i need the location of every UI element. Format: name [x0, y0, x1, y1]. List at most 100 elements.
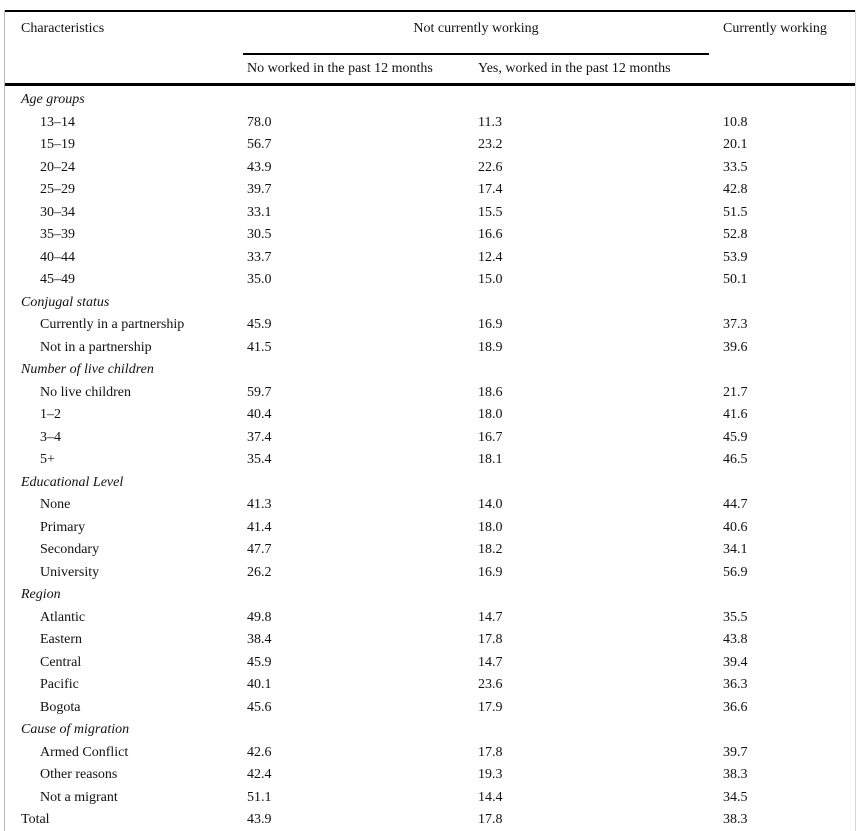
- data-row: 13–14 78.0 11.3 10.8: [5, 112, 855, 135]
- cell-value: 18.9: [478, 339, 503, 355]
- cell-value: 34.5: [723, 789, 748, 805]
- cell-value: 16.9: [478, 564, 503, 580]
- row-label: 1–2: [40, 407, 61, 423]
- cell-value: 14.7: [478, 609, 503, 625]
- cell-value: 56.9: [723, 564, 748, 580]
- section-header-row: Cause of migration: [5, 719, 855, 742]
- row-label: Atlantic: [40, 609, 86, 625]
- cell-value: 33.7: [247, 249, 272, 265]
- cell-value: 38.3: [723, 767, 748, 783]
- cell-value: 39.6: [723, 339, 748, 355]
- cell-value: 43.8: [723, 632, 748, 648]
- row-label: None: [40, 497, 71, 513]
- cell-value: 14.4: [478, 789, 503, 805]
- cell-value: [243, 359, 474, 382]
- cell-value: 30.5: [247, 227, 272, 243]
- cell-value: 46.5: [723, 452, 748, 468]
- data-row: 1–2 40.4 18.0 41.6: [5, 404, 855, 427]
- data-row: Eastern 38.4 17.8 43.8: [5, 629, 855, 652]
- header-not-currently-working: Not currently working: [243, 11, 710, 55]
- data-row: 40–44 33.7 12.4 53.9: [5, 247, 855, 270]
- cell-value: 35.0: [247, 272, 272, 288]
- header-row-2: No worked in the past 12 months Yes, wor…: [5, 54, 855, 86]
- cell-value: 18.0: [478, 519, 503, 535]
- total-row: Total 43.9 17.8 38.3: [5, 809, 855, 831]
- cell-value: 22.6: [478, 159, 503, 175]
- cell-value: 45.9: [247, 317, 272, 333]
- cell-value: 56.7: [247, 137, 272, 153]
- cell-value: 23.2: [478, 137, 503, 153]
- cell-value: 37.4: [247, 429, 272, 445]
- cell-value: [243, 719, 474, 742]
- cell-value: 38.3: [723, 812, 748, 828]
- cell-value: 17.8: [478, 812, 503, 828]
- cell-value: 11.3: [478, 114, 502, 130]
- cell-value: 18.6: [478, 384, 503, 400]
- data-row: 25–29 39.7 17.4 42.8: [5, 179, 855, 202]
- table-header: Characteristics Not currently working Cu…: [5, 11, 856, 86]
- cell-value: 41.3: [247, 497, 272, 513]
- row-label: Primary: [40, 519, 86, 535]
- cell-value: 42.4: [247, 767, 272, 783]
- cell-value: 26.2: [247, 564, 272, 580]
- data-row: Central 45.9 14.7 39.4: [5, 652, 855, 675]
- cell-value: [474, 85, 709, 112]
- row-label: Other reasons: [40, 767, 118, 783]
- cell-value: [474, 719, 709, 742]
- row-label: 20–24: [40, 159, 75, 175]
- cell-value: 38.4: [247, 632, 272, 648]
- cell-value: 52.8: [723, 227, 748, 243]
- cell-value: [709, 584, 855, 607]
- header-yes-worked-past-12-months: Yes, worked in the past 12 months: [474, 54, 710, 86]
- cell-value: 14.7: [478, 654, 503, 670]
- row-label: Educational Level: [21, 474, 124, 490]
- cell-value: 50.1: [723, 272, 748, 288]
- cell-value: 17.9: [478, 699, 503, 715]
- row-label: 15–19: [40, 137, 75, 153]
- header-row-1: Characteristics Not currently working Cu…: [5, 11, 856, 86]
- section-header-row: Conjugal status: [5, 292, 855, 315]
- cell-value: [709, 359, 855, 382]
- cell-value: 12.4: [478, 249, 503, 265]
- data-row: 45–49 35.0 15.0 50.1: [5, 269, 855, 292]
- row-label: Cause of migration: [21, 722, 130, 738]
- cell-value: 51.5: [723, 204, 748, 220]
- cell-value: 41.4: [247, 519, 272, 535]
- cell-value: 37.3: [723, 317, 748, 333]
- cell-value: 41.5: [247, 339, 272, 355]
- cell-value: 17.8: [478, 744, 503, 760]
- cell-value: [474, 584, 709, 607]
- data-row: 20–24 43.9 22.6 33.5: [5, 157, 855, 180]
- row-label: 45–49: [40, 272, 75, 288]
- data-row: Not in a partnership 41.5 18.9 39.6: [5, 337, 855, 360]
- row-label: Pacific: [40, 677, 79, 693]
- cell-value: 39.7: [247, 182, 272, 198]
- cell-value: 15.5: [478, 204, 503, 220]
- row-label: 13–14: [40, 114, 75, 130]
- cell-value: 18.2: [478, 542, 503, 558]
- row-label: Not a migrant: [40, 789, 118, 805]
- row-label: Secondary: [40, 542, 100, 558]
- row-label: Region: [21, 587, 61, 603]
- row-label: Conjugal status: [21, 294, 110, 310]
- cell-value: 17.8: [478, 632, 503, 648]
- cell-value: 49.8: [247, 609, 272, 625]
- data-row: 15–19 56.7 23.2 20.1: [5, 134, 855, 157]
- cell-value: 17.4: [478, 182, 503, 198]
- data-row: Bogota 45.6 17.9 36.6: [5, 697, 855, 720]
- cell-value: 41.6: [723, 407, 748, 423]
- cell-value: 47.7: [247, 542, 272, 558]
- cell-value: [243, 292, 474, 315]
- data-row: Primary 41.4 18.0 40.6: [5, 517, 855, 540]
- cell-value: 33.5: [723, 159, 748, 175]
- data-row: 5+ 35.4 18.1 46.5: [5, 449, 855, 472]
- cell-value: [243, 472, 474, 495]
- cell-value: [474, 292, 709, 315]
- data-row: 35–39 30.5 16.6 52.8: [5, 224, 855, 247]
- row-label: 3–4: [40, 429, 61, 445]
- section-header-row: Educational Level: [5, 472, 855, 495]
- cell-value: 51.1: [247, 789, 272, 805]
- cell-value: 15.0: [478, 272, 503, 288]
- cell-value: 23.6: [478, 677, 503, 693]
- row-label: 40–44: [40, 249, 75, 265]
